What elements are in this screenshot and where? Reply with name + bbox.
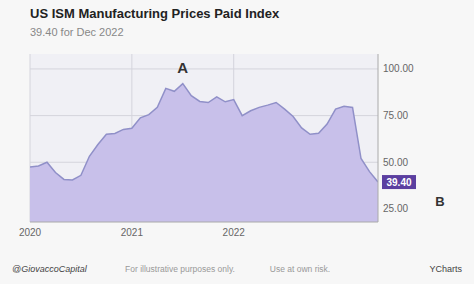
- x-tick-label: 2021: [121, 227, 144, 238]
- footer: For illustrative purposes only.: [125, 264, 235, 274]
- y-axis-line: [378, 54, 379, 222]
- plot-area: [30, 84, 378, 222]
- line: [30, 84, 378, 182]
- footer: Use at own risk.: [270, 264, 330, 274]
- y-tick-label: 100.00: [383, 63, 414, 74]
- area: [30, 84, 378, 222]
- y-tick-label: 25.00: [383, 203, 408, 214]
- y-tick-label: 50.00: [383, 157, 408, 168]
- y-tick-label: 75.00: [383, 110, 408, 121]
- background: [0, 0, 474, 284]
- plot-background: [30, 54, 378, 222]
- annotation: A: [177, 59, 188, 76]
- grid: [30, 54, 378, 222]
- end-label: 39.40: [386, 177, 411, 188]
- x-axis-line: [30, 222, 378, 223]
- end-label-box: [382, 175, 416, 189]
- x-tick-label: 2020: [19, 227, 42, 238]
- grid-line: [30, 68, 378, 69]
- x-tick-label: 2022: [223, 227, 246, 238]
- subtitle: 39.40 for Dec 2022: [30, 26, 124, 38]
- title: US ISM Manufacturing Prices Paid Index: [30, 6, 280, 21]
- footer: @GiovaccoCapital: [12, 264, 88, 274]
- annotation: B: [435, 194, 444, 209]
- footer: YCharts: [429, 264, 462, 274]
